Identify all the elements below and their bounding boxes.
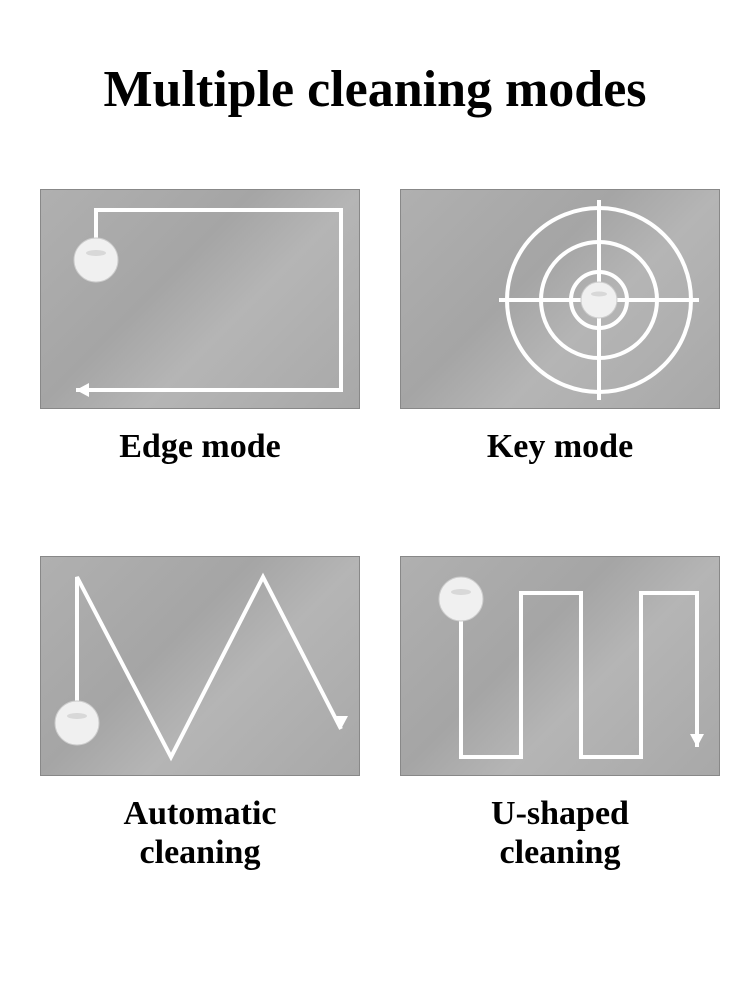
label-key: Key mode [487,427,633,466]
mode-edge: Edge mode [40,189,360,466]
label-automatic: Automaticcleaning [124,794,277,872]
panel-edge [40,189,360,409]
page-title: Multiple cleaning modes [40,60,710,119]
panel-key [400,189,720,409]
edge-path-diagram [41,190,361,410]
ushaped-path-diagram [401,557,721,777]
panel-ushaped [400,556,720,776]
mode-key: Key mode [400,189,720,466]
label-ushaped: U-shapedcleaning [491,794,629,872]
mode-ushaped: U-shapedcleaning [400,556,720,872]
label-edge: Edge mode [119,427,281,466]
automatic-path-diagram [41,557,361,777]
mode-automatic: Automaticcleaning [40,556,360,872]
key-target-diagram [401,190,721,410]
modes-grid: Edge mode Key mode [40,189,710,872]
panel-automatic [40,556,360,776]
